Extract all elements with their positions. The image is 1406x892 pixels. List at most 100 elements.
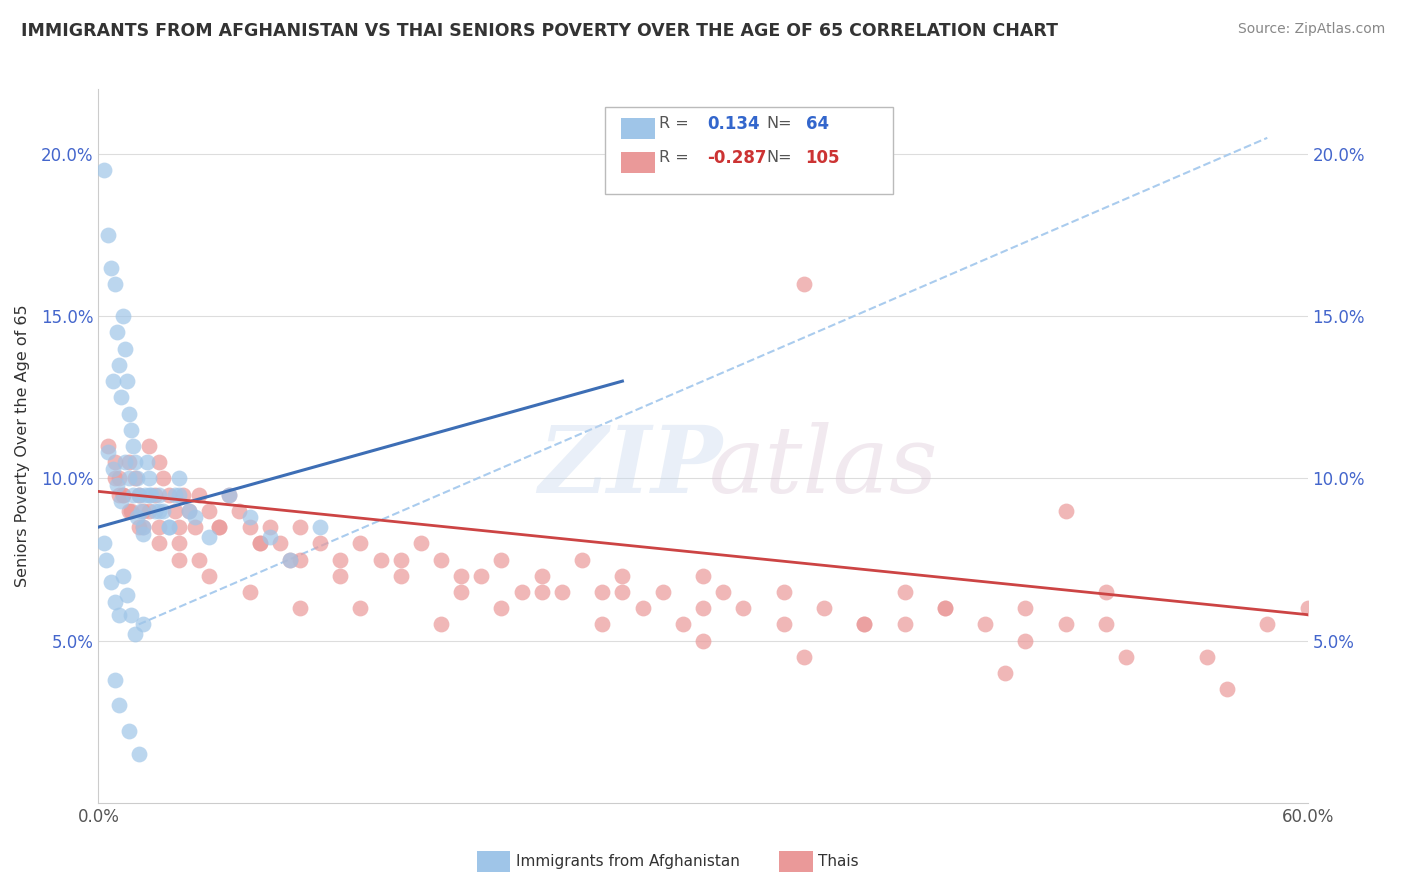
Point [994, 666, 1017, 681]
Text: atlas: atlas [709, 423, 939, 512]
Point [288, 601, 311, 615]
Point [259, 530, 281, 544]
Point [111, 310, 134, 324]
Point [138, 488, 160, 502]
Point [692, 568, 714, 582]
Point [631, 601, 654, 615]
Point [107, 471, 129, 485]
Point [184, 520, 207, 534]
Point [772, 617, 794, 632]
Text: N=: N= [766, 151, 792, 165]
Point [1095, 617, 1118, 632]
Point [208, 520, 231, 534]
Point [167, 520, 190, 534]
Point [249, 536, 271, 550]
Point [329, 552, 352, 566]
Point [530, 568, 553, 582]
Point [143, 488, 166, 502]
Point [198, 504, 221, 518]
Point [1054, 617, 1077, 632]
Text: N=: N= [766, 117, 792, 131]
Point [110, 494, 132, 508]
Point [1216, 682, 1239, 697]
Point [107, 698, 129, 713]
Point [103, 673, 125, 687]
Point [120, 504, 142, 518]
Point [793, 649, 815, 664]
Point [530, 585, 553, 599]
Point [115, 588, 138, 602]
Point [111, 488, 134, 502]
Point [129, 504, 152, 518]
Point [111, 488, 134, 502]
Point [349, 601, 371, 615]
Point [288, 520, 311, 534]
Point [974, 617, 997, 632]
Point [121, 488, 143, 502]
Point [167, 552, 190, 566]
Text: Immigrants from Afghanistan: Immigrants from Afghanistan [516, 855, 740, 869]
Point [138, 439, 160, 453]
Point [114, 342, 136, 356]
Point [132, 617, 155, 632]
Text: -0.287: -0.287 [707, 149, 766, 167]
Point [97, 445, 120, 459]
Point [128, 747, 150, 761]
Point [172, 488, 194, 502]
Point [128, 488, 150, 502]
Point [125, 471, 148, 485]
Point [148, 504, 170, 518]
Point [103, 455, 125, 469]
Point [132, 520, 155, 534]
Point [430, 552, 453, 566]
Point [163, 504, 186, 518]
Point [132, 504, 155, 518]
Point [97, 228, 120, 243]
Point [1014, 601, 1036, 615]
Point [118, 407, 141, 421]
Point [157, 488, 180, 502]
Text: Thais: Thais [818, 855, 859, 869]
Point [288, 552, 311, 566]
Text: Source: ZipAtlas.com: Source: ZipAtlas.com [1237, 22, 1385, 37]
Point [409, 536, 432, 550]
Point [101, 374, 124, 388]
Point [132, 520, 155, 534]
Point [128, 488, 150, 502]
Point [450, 568, 472, 582]
Point [100, 260, 122, 275]
Text: 105: 105 [806, 149, 841, 167]
Point [470, 568, 492, 582]
Point [893, 617, 915, 632]
Point [259, 520, 281, 534]
Point [239, 520, 262, 534]
Point [167, 488, 190, 502]
Point [591, 585, 613, 599]
Point [188, 488, 211, 502]
Point [591, 617, 613, 632]
Point [96, 552, 118, 566]
Point [218, 488, 240, 502]
Point [1195, 649, 1218, 664]
Point [198, 530, 221, 544]
Point [107, 488, 129, 502]
Point [198, 568, 221, 582]
Point [309, 520, 332, 534]
Point [118, 471, 141, 485]
Point [152, 471, 174, 485]
Point [571, 552, 593, 566]
Point [120, 423, 142, 437]
Y-axis label: Seniors Poverty Over the Age of 65: Seniors Poverty Over the Age of 65 [15, 305, 30, 587]
Point [148, 455, 170, 469]
Point [510, 585, 533, 599]
Point [934, 601, 956, 615]
Point [100, 575, 122, 590]
Point [148, 488, 170, 502]
Point [389, 552, 412, 566]
Text: 64: 64 [806, 115, 828, 133]
Point [278, 552, 301, 566]
Point [179, 504, 201, 518]
Point [167, 471, 190, 485]
Point [93, 536, 115, 550]
Point [114, 455, 136, 469]
